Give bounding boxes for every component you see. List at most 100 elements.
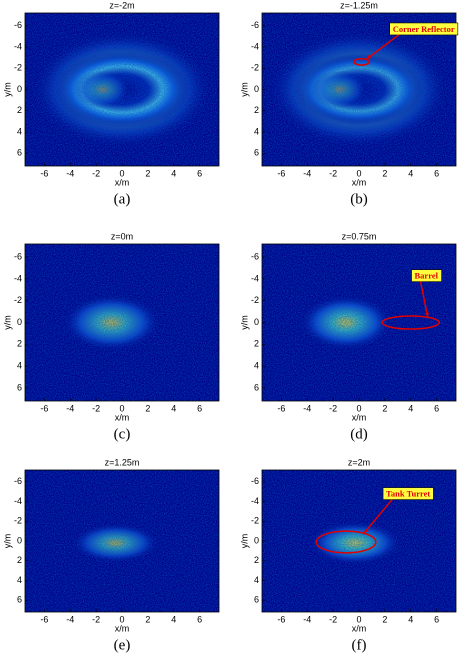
x-tick-label: 4 xyxy=(408,403,413,413)
annotation-box xyxy=(411,269,442,282)
panel-title: z=-1.25m xyxy=(340,0,378,10)
panel: z=-1.25m -6 -4 -2 0 2 4 6 -6 -4 -2 0 2 4 6 x/m y/m (b) Cor… xyxy=(239,0,459,207)
y-tick-label: -4 xyxy=(251,273,259,283)
y-tick-label: 6 xyxy=(17,595,22,605)
annotation-ring xyxy=(353,57,371,66)
y-tick-label: -4 xyxy=(14,273,22,283)
y-tick-label: 6 xyxy=(254,148,259,158)
y-axis-label: y/m xyxy=(239,82,249,97)
annotation-arrow xyxy=(363,499,393,534)
x-tick-label: -4 xyxy=(66,168,74,178)
x-tick-label: 6 xyxy=(434,168,439,178)
panel: z=0.75m -6 -4 -2 0 2 4 6 -6 -4 -2 0 2 4 6 x/m y/m (d) Barr… xyxy=(239,231,457,442)
x-tick-label: 2 xyxy=(382,403,387,413)
x-tick-label: 2 xyxy=(382,614,387,624)
x-tick-label: 4 xyxy=(408,614,413,624)
speckle xyxy=(262,13,456,166)
x-tick-label: 6 xyxy=(197,403,202,413)
x-tick-label: -6 xyxy=(277,403,285,413)
x-tick-label: 0 xyxy=(356,614,361,624)
x-tick-label: 2 xyxy=(382,168,387,178)
y-tick-label: -6 xyxy=(14,476,22,486)
annotation-ring xyxy=(315,530,377,554)
y-tick-label: -4 xyxy=(251,41,259,51)
annotation-ring xyxy=(381,315,440,330)
y-tick-label: 6 xyxy=(17,382,22,392)
heatmap xyxy=(25,13,219,166)
speckle xyxy=(25,13,219,166)
y-axis-label: y/m xyxy=(239,315,249,330)
x-tick-label: 2 xyxy=(145,168,150,178)
x-tick-label: 0 xyxy=(356,168,361,178)
y-tick-label: 2 xyxy=(17,105,22,115)
y-tick-label: 6 xyxy=(17,148,22,158)
x-tick-label: -6 xyxy=(40,168,48,178)
y-tick-label: 0 xyxy=(254,317,259,327)
x-tick-label: 4 xyxy=(408,168,413,178)
y-tick-label: 0 xyxy=(17,317,22,327)
y-tick-label: -6 xyxy=(14,251,22,261)
caption: (e) xyxy=(114,637,131,653)
x-tick-label: -6 xyxy=(40,403,48,413)
speckle xyxy=(25,244,219,401)
y-tick-label: 0 xyxy=(17,84,22,94)
caption: (d) xyxy=(350,426,368,442)
x-axis-label: x/m xyxy=(352,177,367,187)
y-tick-label: 0 xyxy=(254,535,259,545)
x-tick-label: -6 xyxy=(40,614,48,624)
y-tick-label: 4 xyxy=(254,360,259,370)
y-tick-label: -4 xyxy=(251,496,259,506)
y-tick-label: -2 xyxy=(251,63,259,73)
y-tick-label: -4 xyxy=(14,41,22,51)
y-tick-label: 6 xyxy=(254,382,259,392)
heatmap xyxy=(25,244,219,401)
annotation-box xyxy=(382,487,434,500)
speckle xyxy=(262,244,456,401)
x-axis-label: x/m xyxy=(352,623,367,633)
x-tick-label: 2 xyxy=(145,614,150,624)
annotation-arrow xyxy=(419,281,429,318)
y-tick-label: -6 xyxy=(14,20,22,30)
y-tick-label: 4 xyxy=(17,360,22,370)
arrow-head xyxy=(424,312,429,318)
x-tick-label: -2 xyxy=(329,403,337,413)
panel: z=0m -6 -4 -2 0 2 4 6 -6 -4 -2 0 2 4 6 x/m y/m (c) xyxy=(2,231,220,442)
y-tick-label: -2 xyxy=(251,516,259,526)
x-tick-label: -4 xyxy=(66,614,74,624)
x-tick-label: 4 xyxy=(171,614,176,624)
y-tick-label: -4 xyxy=(14,496,22,506)
x-tick-label: 0 xyxy=(119,614,124,624)
x-tick-label: -2 xyxy=(92,168,100,178)
caption: (c) xyxy=(114,426,131,442)
x-tick-label: 0 xyxy=(356,403,361,413)
y-tick-label: 2 xyxy=(17,339,22,349)
x-tick-label: -2 xyxy=(329,168,337,178)
y-tick-label: 4 xyxy=(17,126,22,136)
x-tick-label: -2 xyxy=(92,614,100,624)
panel-title: z=2m xyxy=(348,457,370,467)
x-tick-label: 6 xyxy=(434,403,439,413)
x-tick-label: 6 xyxy=(197,614,202,624)
y-axis-label: y/m xyxy=(239,534,249,549)
x-tick-label: 4 xyxy=(171,403,176,413)
y-axis-label: y/m xyxy=(2,82,12,97)
x-tick-label: -4 xyxy=(303,168,311,178)
heatmap xyxy=(262,244,456,401)
x-tick-label: 0 xyxy=(119,168,124,178)
panel-title: z=-2m xyxy=(109,0,134,10)
y-tick-label: 4 xyxy=(254,575,259,585)
y-tick-label: 2 xyxy=(254,105,259,115)
x-tick-label: -6 xyxy=(277,614,285,624)
panel-title: z=0m xyxy=(111,231,133,241)
y-tick-label: -2 xyxy=(251,295,259,305)
y-axis-label: y/m xyxy=(2,315,12,330)
heatmap xyxy=(25,470,219,612)
y-tick-label: 0 xyxy=(254,84,259,94)
x-tick-label: 2 xyxy=(145,403,150,413)
x-tick-label: -4 xyxy=(303,614,311,624)
panel-title: z=0.75m xyxy=(342,231,377,241)
x-tick-label: 0 xyxy=(119,403,124,413)
x-tick-label: 6 xyxy=(197,168,202,178)
caption: (b) xyxy=(350,191,368,207)
